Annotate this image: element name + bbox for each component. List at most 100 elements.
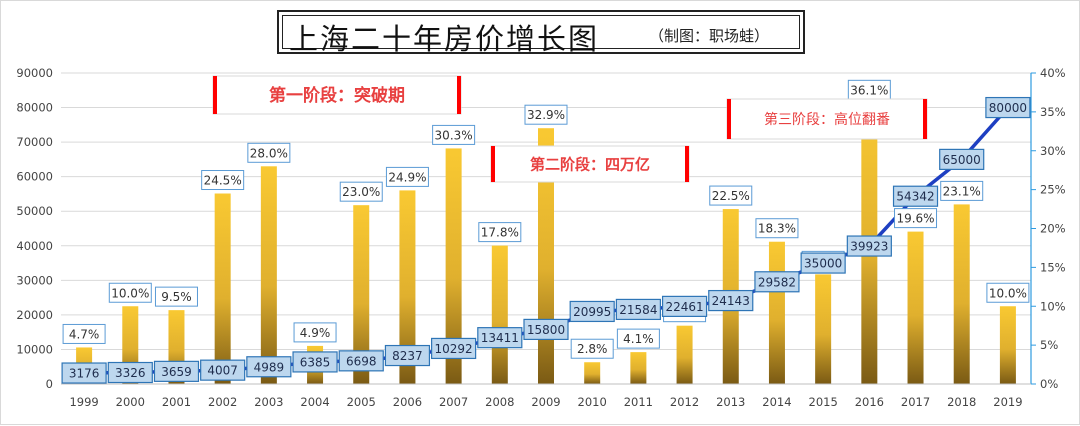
price-label: 3326	[115, 366, 146, 380]
growth-label-box	[940, 180, 984, 201]
stage-box	[726, 98, 928, 140]
title-frame: 上海二十年房价增长图 （制图：职场蛙）	[277, 10, 805, 56]
x-tick-label: 2018	[947, 395, 976, 409]
stage-box-left-edge	[727, 99, 731, 139]
y-right-tick-label: 25%	[1040, 183, 1066, 197]
price-label: 80000	[989, 101, 1027, 115]
y-right-tick-label: 30%	[1040, 144, 1066, 158]
y-left-tick-label: 10000	[16, 342, 53, 356]
growth-label-box	[108, 282, 152, 303]
x-tick-label: 2015	[809, 395, 838, 409]
stage-annotation: 第一阶段：突破期	[269, 85, 405, 106]
stage-box	[490, 145, 690, 183]
price-label: 29582	[758, 275, 796, 289]
growth-label: 9.5%	[161, 290, 192, 304]
growth-label-box	[293, 322, 337, 343]
growth-label: 17.8%	[481, 226, 519, 240]
title-inner-frame	[282, 15, 800, 49]
y-right-tick-label: 5%	[1040, 338, 1058, 352]
price-label: 4007	[207, 364, 238, 378]
growth-label-box	[986, 282, 1030, 303]
growth-label: 23.1%	[943, 184, 981, 198]
price-label: 6698	[346, 354, 377, 368]
price-label-box	[754, 271, 800, 293]
growth-bar	[491, 245, 508, 384]
price-label-box	[569, 300, 615, 323]
price-label-box	[292, 351, 338, 373]
x-tick-label: 2000	[116, 395, 145, 409]
growth-label-box	[616, 328, 660, 349]
price-label: 24143	[712, 294, 750, 308]
price-label: 39923	[850, 240, 888, 254]
growth-label-box	[570, 338, 614, 359]
x-tick-label: 2013	[716, 395, 745, 409]
price-label-box	[939, 148, 985, 170]
y-left-tick-label: 90000	[16, 66, 53, 80]
growth-label: 22.5%	[712, 189, 750, 203]
chart-credit: （制图：职场蛙）	[649, 27, 770, 45]
price-label-box	[431, 337, 477, 360]
stage-box-left-edge	[213, 76, 217, 114]
x-tick-label: 2002	[208, 395, 237, 409]
growth-label-box	[339, 181, 383, 202]
x-tick-label: 2017	[901, 395, 930, 409]
growth-label: 2.8%	[577, 342, 608, 356]
price-label: 15800	[527, 323, 565, 337]
growth-label: 32.9%	[527, 108, 565, 122]
y-left-tick-label: 60000	[16, 170, 53, 184]
price-label: 3176	[69, 367, 100, 381]
x-tick-label: 2008	[485, 395, 514, 409]
growth-bar	[676, 325, 693, 384]
growth-label: 28.0%	[250, 146, 288, 160]
growth-label-box	[385, 166, 429, 187]
growth-label-box	[247, 142, 291, 163]
price-label: 54342	[896, 190, 934, 204]
growth-bar	[399, 190, 416, 384]
price-label-box	[615, 298, 661, 321]
growth-bar	[999, 306, 1016, 384]
price-label: 4989	[254, 360, 285, 374]
growth-label: 10.0%	[989, 286, 1027, 300]
stage-annotation: 第三阶段：高位翻番	[764, 111, 890, 128]
growth-label: 36.1%	[850, 83, 888, 97]
price-label: 21584	[619, 303, 657, 317]
growth-label: 18.3%	[758, 222, 796, 236]
price-label: 6385	[300, 355, 331, 369]
price-label-box	[892, 185, 939, 207]
price-label: 10292	[435, 342, 473, 356]
growth-label-box	[524, 104, 568, 125]
x-tick-label: 2001	[162, 395, 191, 409]
growth-bar	[214, 193, 231, 384]
stage-annotation: 第二阶段：四万亿	[530, 155, 650, 173]
growth-label: 10.0%	[111, 286, 149, 300]
growth-label: 24.9%	[388, 170, 426, 184]
x-tick-label: 2019	[993, 395, 1022, 409]
growth-label-box	[894, 208, 938, 229]
stage-box-right-edge	[685, 146, 689, 182]
price-label-box	[153, 360, 200, 382]
x-tick-label: 2005	[347, 395, 376, 409]
price-label: 3659	[161, 365, 192, 379]
y-right-tick-label: 0%	[1040, 377, 1058, 391]
growth-label: 4.7%	[69, 327, 100, 341]
price-label-box	[846, 235, 892, 257]
price-label: 13411	[481, 331, 519, 345]
price-label: 65000	[943, 153, 981, 167]
growth-bar	[630, 352, 647, 384]
price-label: 20995	[573, 305, 611, 319]
x-tick-label: 2003	[254, 395, 283, 409]
x-tick-label: 2006	[393, 395, 422, 409]
price-label: 8237	[392, 349, 423, 363]
price-label-box	[985, 96, 1031, 119]
growth-bar	[584, 362, 601, 384]
y-right-tick-label: 20%	[1040, 222, 1066, 236]
x-tick-label: 2014	[762, 395, 791, 409]
x-tick-label: 2012	[670, 395, 699, 409]
y-left-tick-label: 70000	[16, 135, 53, 149]
growth-label: 4.1%	[623, 332, 654, 346]
growth-label: 19.6%	[896, 212, 934, 226]
growth-label: 4.9%	[300, 326, 331, 340]
price-label-box	[246, 356, 292, 378]
